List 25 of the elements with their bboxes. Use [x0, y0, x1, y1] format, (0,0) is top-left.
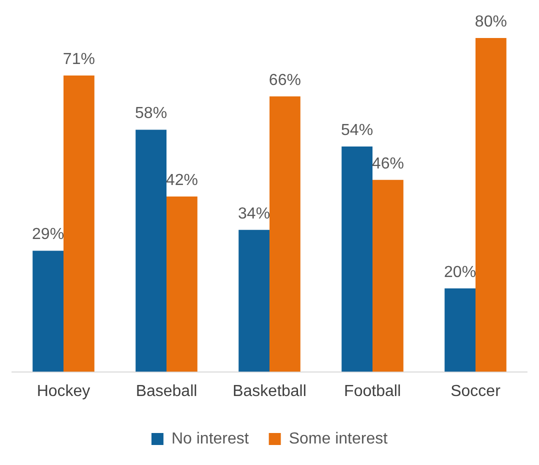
bar [238, 230, 270, 372]
x-tick-label: Football [344, 382, 401, 400]
x-tick-label: Basketball [232, 382, 306, 400]
data-label: 34% [238, 205, 270, 222]
bar [166, 196, 198, 372]
x-tick-label: Baseball [136, 382, 198, 400]
bar [342, 146, 372, 372]
data-label: 58% [135, 105, 168, 122]
x-tick-label: Hockey [36, 382, 90, 400]
data-label: 20% [444, 264, 476, 281]
x-tick-label: Soccer [450, 382, 502, 400]
legend-label: No interest [171, 430, 250, 448]
bar [372, 180, 404, 372]
bar [270, 96, 300, 372]
data-label: 54% [341, 122, 374, 139]
data-label: 80% [474, 13, 507, 30]
legend-label: Some interest [288, 430, 388, 448]
bar [476, 38, 506, 372]
bar [136, 130, 166, 372]
data-label: 71% [62, 50, 95, 68]
data-label: 29% [32, 226, 64, 244]
data-label: 66% [268, 72, 301, 89]
bar [444, 288, 476, 372]
bar [64, 76, 94, 372]
bar [32, 250, 64, 372]
